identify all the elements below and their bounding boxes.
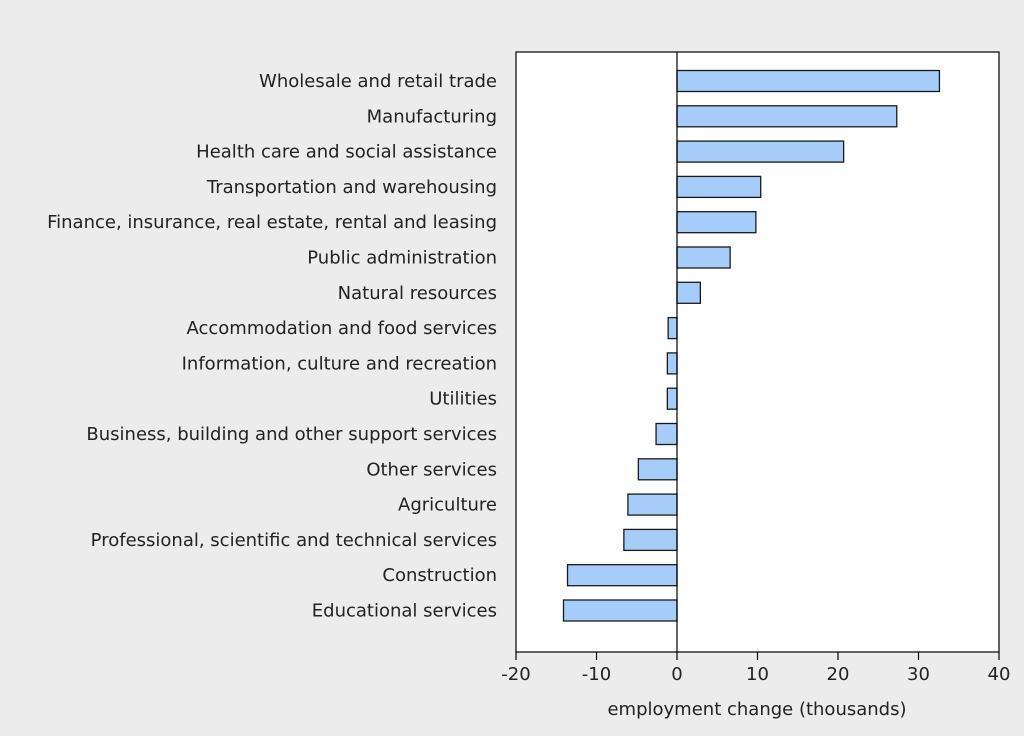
bars (562, 69, 941, 622)
x-tick-label: -10 (582, 664, 611, 685)
category-label: Construction (382, 565, 497, 586)
bar (655, 422, 678, 446)
bar (676, 281, 701, 304)
x-tick-label: 10 (746, 664, 769, 685)
category-label: Finance, insurance, real estate, rental … (47, 212, 497, 233)
x-tick-label: 40 (988, 664, 1011, 685)
category-label: Accommodation and food services (187, 318, 498, 339)
bar (627, 493, 678, 516)
category-label: Educational services (312, 601, 497, 622)
category-label: Information, culture and recreation (182, 353, 497, 374)
x-tick-label: 0 (671, 664, 682, 685)
bar (676, 211, 757, 234)
bar (666, 387, 678, 410)
category-label: Public administration (307, 248, 497, 269)
x-axis-label: employment change (thousands) (607, 699, 906, 720)
category-label: Professional, scientific and technical s… (91, 530, 497, 551)
bar (566, 564, 678, 587)
bar (667, 316, 678, 340)
category-label: Other services (366, 459, 497, 480)
x-axis-ticks: -20 -10 0 10 20 30 40 (501, 652, 1010, 685)
bar (676, 69, 941, 93)
bar (666, 352, 678, 375)
category-label: Health care and social assistance (196, 142, 497, 163)
category-label: Manufacturing (367, 106, 497, 127)
x-tick-label: 20 (827, 664, 850, 685)
category-label: Transportation and warehousing (206, 177, 497, 198)
bar (623, 528, 678, 552)
category-label: Natural resources (338, 283, 497, 304)
category-label: Utilities (429, 389, 497, 410)
bar (676, 140, 845, 163)
bar (637, 458, 678, 481)
bar (676, 175, 762, 199)
bar (676, 105, 898, 128)
category-label: Business, building and other support ser… (86, 424, 497, 445)
bar (562, 599, 678, 622)
category-label: Wholesale and retail trade (259, 71, 497, 92)
bar (676, 246, 731, 269)
x-tick-label: 30 (907, 664, 930, 685)
x-tick-label: -20 (501, 664, 530, 685)
category-labels: Wholesale and retail trade Manufacturing H… (47, 71, 497, 622)
category-label: Agriculture (398, 495, 497, 516)
